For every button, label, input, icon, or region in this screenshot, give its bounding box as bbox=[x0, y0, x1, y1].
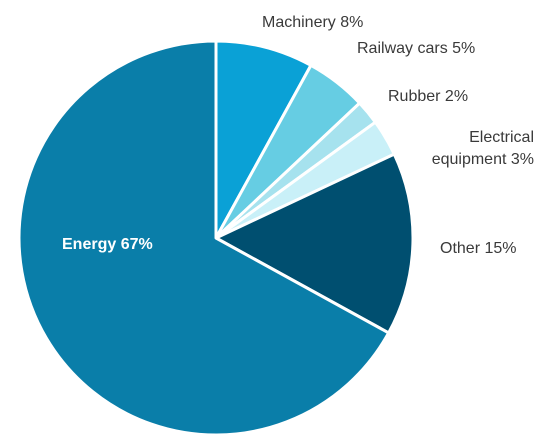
slice-label-line: Rubber 2% bbox=[388, 88, 468, 105]
slice-label-line: Energy 67% bbox=[62, 236, 153, 253]
slice-label-line: Machinery 8% bbox=[262, 14, 363, 31]
slice-label-line: Railway cars 5% bbox=[357, 40, 475, 57]
slice-label-machinery: Machinery 8% bbox=[262, 14, 363, 31]
slice-label-line: Electrical bbox=[469, 129, 534, 146]
slice-label-line: Other 15% bbox=[440, 240, 516, 257]
slice-label-line: equipment 3% bbox=[432, 151, 534, 168]
pie-slice-energy bbox=[17, 39, 391, 434]
slice-label-rubber: Rubber 2% bbox=[388, 88, 468, 105]
pie-labels: Machinery 8% Railway cars 5% Rubber 2% Elec… bbox=[62, 14, 534, 257]
slice-label-railway-cars: Railway cars 5% bbox=[357, 40, 475, 57]
pie-slice-machinery bbox=[214, 39, 313, 240]
pie-slice-other bbox=[214, 152, 415, 335]
slice-label-energy: Energy 67% bbox=[62, 236, 153, 253]
slice-label-other: Other 15% bbox=[440, 240, 516, 257]
slice-label-electrical-equipment: Electrical equipment 3% bbox=[432, 129, 534, 168]
pie-slices bbox=[17, 39, 415, 434]
